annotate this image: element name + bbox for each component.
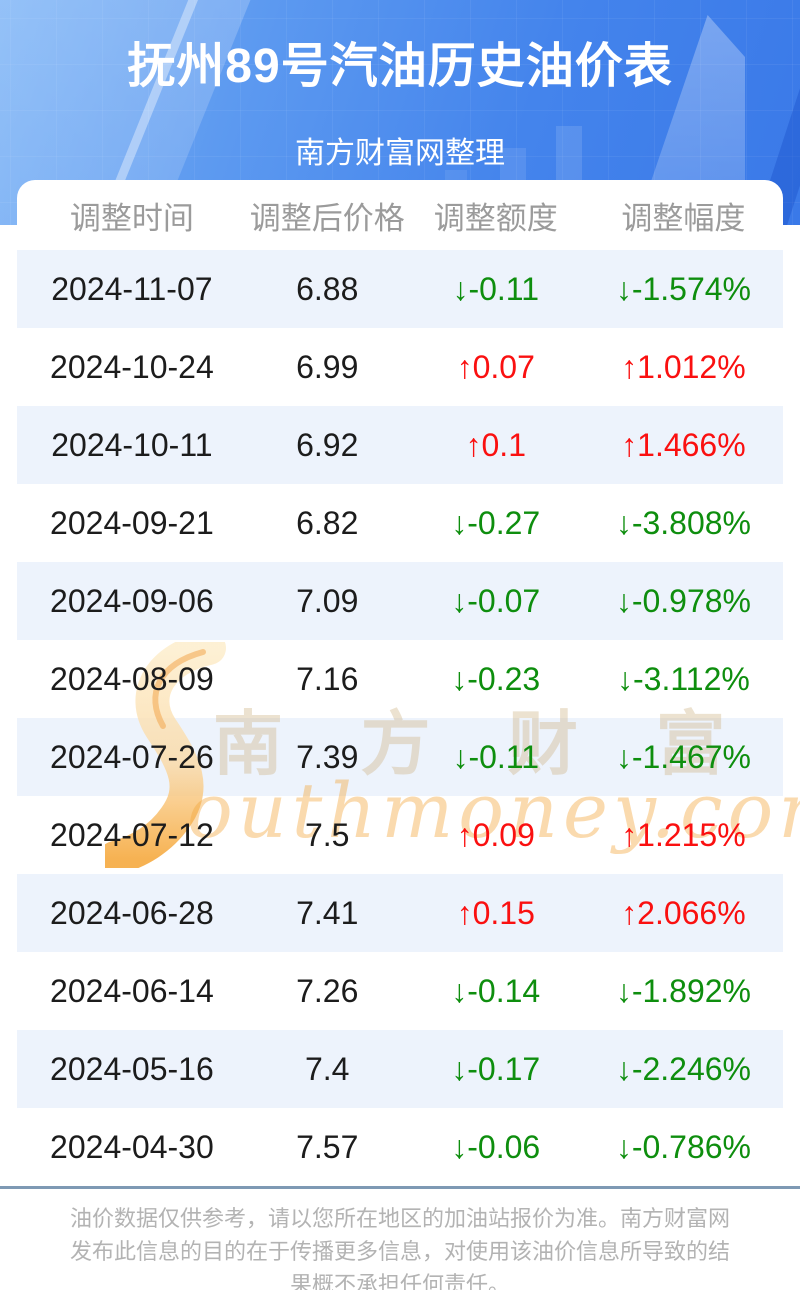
change-cell: ↓-0.06 (451, 1128, 541, 1165)
price-cell: 6.82 (296, 504, 359, 541)
price-row: 2024-04-30 7.57 ↓-0.06 ↓-0.786% (17, 1108, 783, 1186)
change-cell: ↑0.09 (456, 816, 535, 853)
change-cell: ↓-0.27 (451, 504, 541, 541)
price-row: 2024-07-12 7.5 ↑0.09 ↑1.215% (17, 796, 783, 874)
disclaimer-line: 发布此信息的目的在于传播更多信息，对使用该油价信息所导致的结 (69, 1239, 730, 1264)
disclaimer-line: 果概不承担任何责任。 (289, 1272, 510, 1290)
column-header-adjusted-price: 调整后价格 (249, 200, 405, 236)
footer-divider (0, 1186, 800, 1189)
price-cell: 7.57 (296, 1128, 359, 1165)
price-row: 2024-11-07 6.88 ↓-0.11 ↓-1.574% (17, 250, 783, 328)
price-row: 2024-09-06 7.09 ↓-0.07 ↓-0.978% (17, 562, 783, 640)
percent-cell: ↓-3.808% (615, 504, 751, 541)
price-cell: 7.5 (304, 816, 350, 853)
percent-cell: ↑1.012% (621, 348, 746, 385)
date-cell: 2024-04-30 (50, 1128, 214, 1165)
change-cell: ↑0.07 (456, 348, 535, 385)
price-cell: 7.16 (296, 660, 359, 697)
percent-cell: ↑1.215% (621, 816, 746, 853)
percent-cell: ↑2.066% (621, 894, 746, 931)
date-cell: 2024-09-21 (50, 504, 214, 541)
date-cell: 2024-06-28 (50, 894, 214, 931)
disclaimer-footer: 油价数据仅供参考，请以您所在地区的加油站报价为准。南方财富网 发布此信息的目的在… (0, 1189, 800, 1290)
price-cell: 7.26 (296, 972, 359, 1009)
percent-cell: ↓-2.246% (615, 1050, 751, 1087)
table-body: 2024-11-07 6.88 ↓-0.11 ↓-1.574% 2024-10-… (17, 250, 783, 1186)
column-header-adjust-amount: 调整额度 (433, 200, 558, 236)
date-cell: 2024-05-16 (50, 1050, 214, 1087)
change-cell: ↑0.15 (456, 894, 535, 931)
page-title: 抚州89号汽油历史油价表 (127, 40, 673, 93)
price-row: 2024-09-21 6.82 ↓-0.27 ↓-3.808% (17, 484, 783, 562)
percent-cell: ↓-0.978% (615, 582, 751, 619)
price-row: 2024-08-09 7.16 ↓-0.23 ↓-3.112% (17, 640, 783, 718)
percent-cell: ↑1.466% (621, 426, 746, 463)
column-header-adjust-time: 调整时间 (69, 200, 194, 236)
table-header: 调整时间 调整后价格 调整额度 调整幅度 (17, 180, 783, 250)
price-table-card: 南 方 财 富 网 outhmoney.com 调整时间 调整后价格 调整额度 … (17, 180, 800, 1186)
price-cell: 7.4 (304, 1050, 350, 1087)
oil-price-history-table: 调整时间 调整后价格 调整额度 调整幅度 2024-11-07 6.88 ↓-0… (17, 180, 783, 1186)
price-row: 2024-10-24 6.99 ↑0.07 ↑1.012% (17, 328, 783, 406)
price-row: 2024-10-11 6.92 ↑0.1 ↑1.466% (17, 406, 783, 484)
page-subtitle: 南方财富网整理 (295, 137, 505, 170)
hero-header: 抚州89号汽油历史油价表 南方财富网整理 (0, 0, 800, 225)
price-row: 2024-06-28 7.41 ↑0.15 ↑2.066% (17, 874, 783, 952)
date-cell: 2024-10-11 (51, 426, 213, 463)
table-header-row: 调整时间 调整后价格 调整额度 调整幅度 (17, 180, 783, 250)
change-cell: ↓-0.11 (452, 270, 540, 307)
percent-cell: ↓-3.112% (617, 660, 750, 697)
change-cell: ↑0.1 (465, 426, 526, 463)
column-header-adjust-rate: 调整幅度 (621, 200, 746, 236)
change-cell: ↓-0.23 (451, 660, 541, 697)
date-cell: 2024-08-09 (50, 660, 214, 697)
price-cell: 6.88 (296, 270, 359, 307)
date-cell: 2024-10-24 (50, 348, 214, 385)
percent-cell: ↓-0.786% (615, 1128, 751, 1165)
date-cell: 2024-07-12 (50, 816, 214, 853)
price-row: 2024-05-16 7.4 ↓-0.17 ↓-2.246% (17, 1030, 783, 1108)
price-cell: 7.09 (296, 582, 359, 619)
percent-cell: ↓-1.574% (615, 270, 751, 307)
change-cell: ↓-0.11 (452, 738, 540, 775)
date-cell: 2024-07-26 (50, 738, 214, 775)
price-row: 2024-06-14 7.26 ↓-0.14 ↓-1.892% (17, 952, 783, 1030)
percent-cell: ↓-1.467% (615, 738, 751, 775)
percent-cell: ↓-1.892% (615, 972, 751, 1009)
price-cell: 6.92 (296, 426, 359, 463)
date-cell: 2024-11-07 (51, 270, 213, 307)
date-cell: 2024-06-14 (50, 972, 214, 1009)
price-row: 2024-07-26 7.39 ↓-0.11 ↓-1.467% (17, 718, 783, 796)
disclaimer-line: 油价数据仅供参考，请以您所在地区的加油站报价为准。南方财富网 (69, 1206, 730, 1231)
change-cell: ↓-0.07 (451, 582, 541, 619)
change-cell: ↓-0.14 (451, 972, 541, 1009)
date-cell: 2024-09-06 (50, 582, 214, 619)
price-cell: 7.41 (296, 894, 359, 931)
price-cell: 7.39 (296, 738, 359, 775)
price-cell: 6.99 (296, 348, 359, 385)
change-cell: ↓-0.17 (451, 1050, 541, 1087)
